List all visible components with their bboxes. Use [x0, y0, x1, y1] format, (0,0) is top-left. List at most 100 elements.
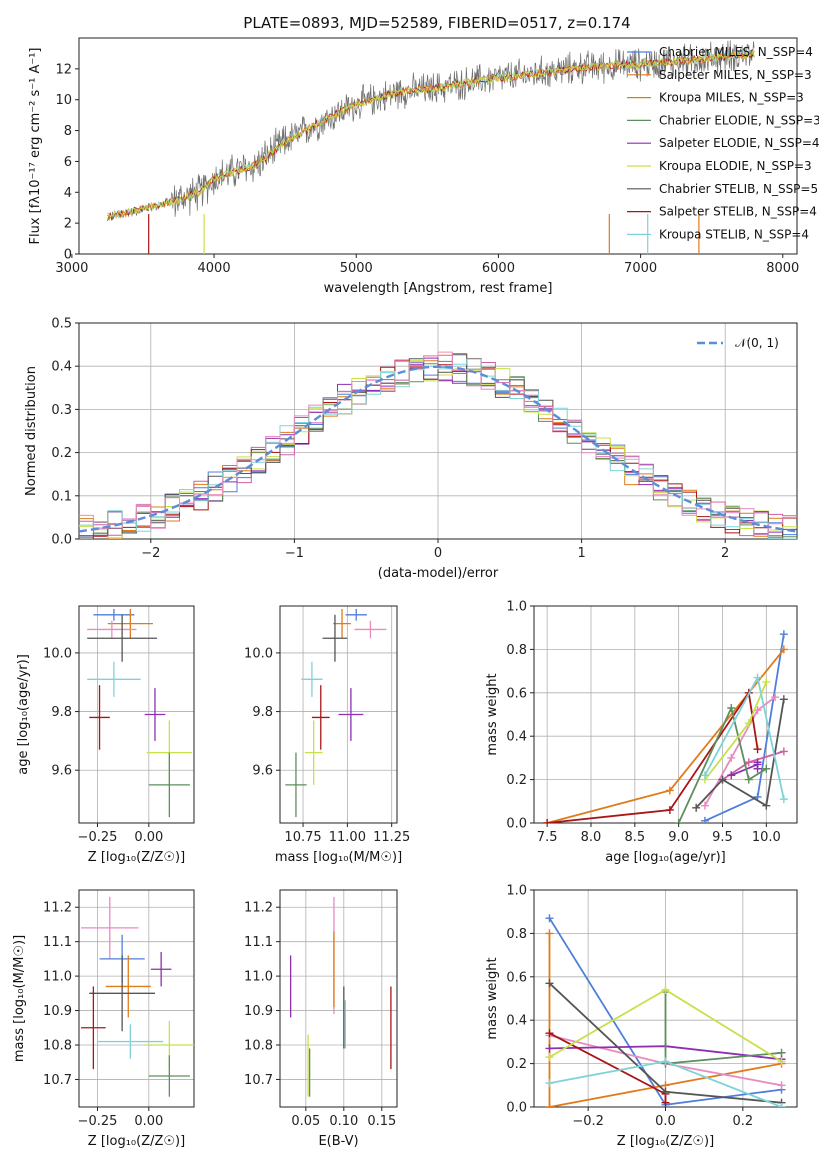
x-tick-label: 0.0: [655, 1114, 676, 1129]
weight-marker: [779, 630, 788, 639]
weight-marker: [744, 775, 753, 784]
y-tick-label: 11.2: [43, 901, 72, 916]
weight-marker: [545, 1053, 554, 1062]
y-tick-label: 0.2: [51, 446, 72, 461]
x-tick-label: 9.5: [712, 830, 733, 845]
legend-entry: Salpeter MILES, N_SSP=3: [659, 68, 812, 82]
legend-entry: Chabrier STELIB, N_SSP=5: [659, 182, 818, 196]
x-tick-label: 8.5: [624, 830, 645, 845]
plot-frame: [279, 889, 398, 1108]
x-tick-label: 10.75: [284, 830, 321, 845]
y-tick-label: 0.2: [506, 773, 527, 788]
x-axis-label: Z [log₁₀(Z/Z☉)]: [617, 1134, 714, 1149]
model-spectrum: [107, 50, 755, 220]
legend: Chabrier MILES, N_SSP=4 Salpeter MILES, N…: [627, 45, 819, 241]
y-tick-label: 9.8: [51, 705, 72, 720]
y-axis-label: age [log₁₀(age/yr)]: [16, 654, 31, 775]
y-tick-label: 1.0: [506, 884, 527, 899]
x-tick-label: 11.00: [329, 830, 366, 845]
y-tick-label: 0.0: [51, 533, 72, 548]
plot-frame: [78, 322, 798, 540]
weight-marker: [762, 677, 771, 686]
x-tick-label: 4000: [198, 261, 231, 276]
x-tick-label: 8.0: [581, 830, 602, 845]
weight-marker: [762, 764, 771, 773]
observed-spectrum: [107, 40, 755, 221]
histogram-series: [79, 354, 797, 539]
plot-frame: [78, 605, 195, 824]
weight-marker: [744, 719, 753, 728]
weight-marker: [661, 1087, 670, 1096]
legend-entry: Kroupa STELIB, N_SSP=4: [659, 227, 809, 241]
errorbar-points: [81, 896, 194, 1097]
y-axis-label: Normed distribution: [24, 366, 39, 496]
panel-mass_vs_Z: −0.25 0.00 10.7 10.8 10.9 11.0 11.1 11.2 Z [log₁…: [12, 889, 195, 1149]
weight-marker: [661, 1057, 670, 1066]
y-tick-label: 0.4: [51, 360, 72, 375]
plot-frame: [78, 889, 195, 1108]
y-tick-label: 0.4: [506, 730, 527, 745]
weight-marker: [661, 1098, 670, 1107]
weight-marker: [727, 703, 736, 712]
weight-marker: [779, 695, 788, 704]
weight-marker: [779, 795, 788, 804]
x-tick-label: 8000: [766, 261, 799, 276]
x-tick-label: −0.25: [78, 1114, 118, 1129]
weight-line: [695, 699, 785, 809]
y-tick-label: 11.0: [43, 970, 72, 985]
weight-marker: [545, 1029, 554, 1038]
y-tick-label: 2: [64, 217, 72, 232]
y-tick-label: 6: [64, 155, 72, 170]
x-axis-label: wavelength [Angstrom, rest frame]: [324, 281, 553, 296]
x-tick-label: −1: [285, 546, 304, 561]
plot-frame: [279, 605, 398, 824]
legend-entry: Salpeter ELODIE, N_SSP=4: [659, 136, 819, 150]
weight-line: [549, 1032, 667, 1103]
y-tick-label: 0.8: [506, 927, 527, 942]
weight-marker: [545, 929, 554, 938]
y-tick-label: 0.4: [506, 1014, 527, 1029]
x-tick-label: 0.05: [291, 1114, 320, 1129]
legend-entry: Kroupa MILES, N_SSP=3: [659, 91, 804, 105]
weight-marker: [665, 786, 674, 795]
errorbar-points: [285, 608, 387, 818]
y-tick-label: 0.5: [51, 317, 72, 332]
y-tick-label: 10.9: [244, 1004, 273, 1019]
y-tick-label: 0.2: [506, 1057, 527, 1072]
weight-marker: [545, 1044, 554, 1053]
y-tick-label: 10.8: [43, 1039, 72, 1054]
weight-marker: [771, 693, 780, 702]
weight-marker: [727, 753, 736, 762]
y-tick-label: 9.8: [252, 705, 273, 720]
x-tick-label: 9.0: [668, 830, 689, 845]
model-spectrum: [106, 49, 755, 221]
y-tick-label: 0.1: [51, 489, 72, 504]
legend-entry: Kroupa ELODIE, N_SSP=3: [659, 159, 812, 173]
weight-marker: [762, 801, 771, 810]
plot-frame: [78, 37, 798, 255]
y-tick-label: 10.7: [244, 1073, 273, 1088]
x-tick-label: 1: [577, 546, 585, 561]
y-tick-label: 10.0: [43, 646, 72, 661]
y-axis-label: Flux [fλ10⁻¹⁷ erg cm⁻² s⁻¹ A⁻¹]: [28, 48, 43, 245]
y-tick-label: 10.7: [43, 1073, 72, 1088]
weight-marker: [545, 1103, 554, 1107]
weight-marker: [700, 816, 709, 823]
panel-residuals: −2 −1 0 1 2 0.0 0.1 0.2 0.3 0.4 0.5 (data-model)/er…: [24, 317, 798, 581]
x-tick-label: 7000: [624, 261, 657, 276]
errorbar-points: [289, 896, 392, 1097]
y-tick-label: 11.1: [43, 935, 72, 950]
weight-marker: [674, 819, 683, 823]
x-axis-label: mass [log₁₀(M/M☉)]: [275, 850, 402, 865]
y-tick-label: 11.0: [244, 970, 273, 985]
figure-title: PLATE=0893, MJD=52589, FIBERID=0517, z=0…: [243, 14, 630, 32]
y-tick-label: 12: [55, 62, 72, 77]
plot-frame: [533, 605, 798, 824]
legend-entry: Chabrier ELODIE, N_SSP=3: [659, 113, 819, 127]
y-tick-label: 0.0: [506, 1101, 527, 1116]
histograms: [79, 351, 797, 539]
weight-marker: [753, 764, 762, 773]
x-tick-label: 5000: [340, 261, 373, 276]
histogram-series: [79, 351, 797, 535]
